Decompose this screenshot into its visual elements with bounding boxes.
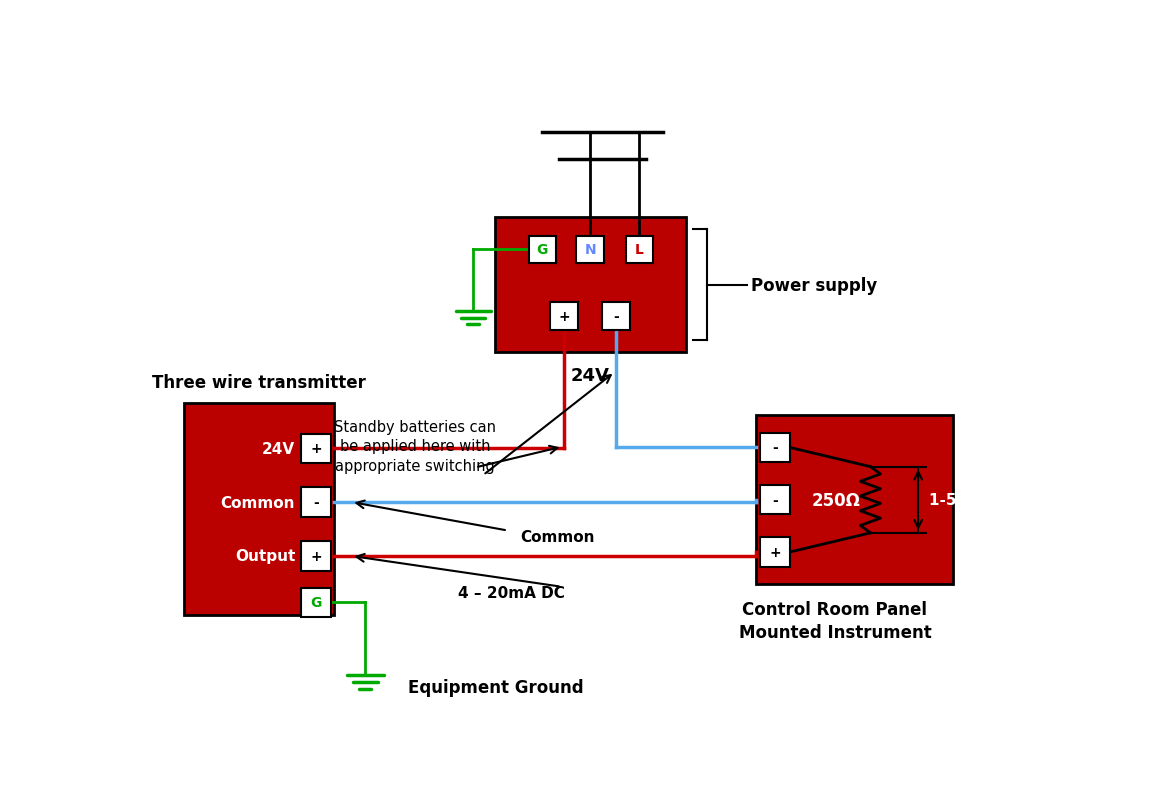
Text: Three wire transmitter: Three wire transmitter xyxy=(153,373,366,392)
Bar xyxy=(302,542,331,571)
Text: L: L xyxy=(635,243,643,257)
Bar xyxy=(302,434,331,463)
Text: 250Ω: 250Ω xyxy=(811,491,861,509)
Text: G: G xyxy=(537,243,548,257)
Text: Equipment Ground: Equipment Ground xyxy=(407,678,583,696)
Text: +: + xyxy=(310,442,322,455)
Text: N: N xyxy=(585,243,596,257)
Bar xyxy=(184,404,335,615)
Bar xyxy=(576,236,603,264)
Text: +: + xyxy=(310,549,322,563)
Bar xyxy=(626,236,653,264)
Bar xyxy=(761,486,790,515)
Text: Standby batteries can
be applied here with
appropriate switching: Standby batteries can be applied here wi… xyxy=(335,419,497,474)
Text: 4 – 20mA DC: 4 – 20mA DC xyxy=(458,585,565,601)
Text: Common: Common xyxy=(520,529,595,544)
Text: Output: Output xyxy=(235,548,295,564)
Text: Mounted Instrument: Mounted Instrument xyxy=(738,623,931,641)
Text: -: - xyxy=(772,493,778,507)
Text: +: + xyxy=(769,545,781,560)
Text: Power supply: Power supply xyxy=(751,276,877,294)
Text: Control Room Panel: Control Room Panel xyxy=(742,600,927,618)
Bar xyxy=(761,538,790,567)
Text: -: - xyxy=(614,309,619,324)
Text: G: G xyxy=(310,595,322,609)
Text: 24V: 24V xyxy=(571,366,609,385)
Bar xyxy=(528,236,556,264)
Text: +: + xyxy=(558,309,569,324)
Text: 24V: 24V xyxy=(262,441,295,456)
Text: Common: Common xyxy=(221,495,295,510)
Bar xyxy=(302,588,331,617)
Bar xyxy=(756,415,953,585)
Bar xyxy=(761,433,790,463)
Bar xyxy=(551,303,578,330)
Text: -: - xyxy=(313,495,319,509)
Bar xyxy=(302,487,331,517)
Text: -: - xyxy=(772,441,778,454)
Text: 1-5V DC: 1-5V DC xyxy=(929,492,997,507)
Bar xyxy=(602,303,630,330)
Bar xyxy=(494,218,686,353)
